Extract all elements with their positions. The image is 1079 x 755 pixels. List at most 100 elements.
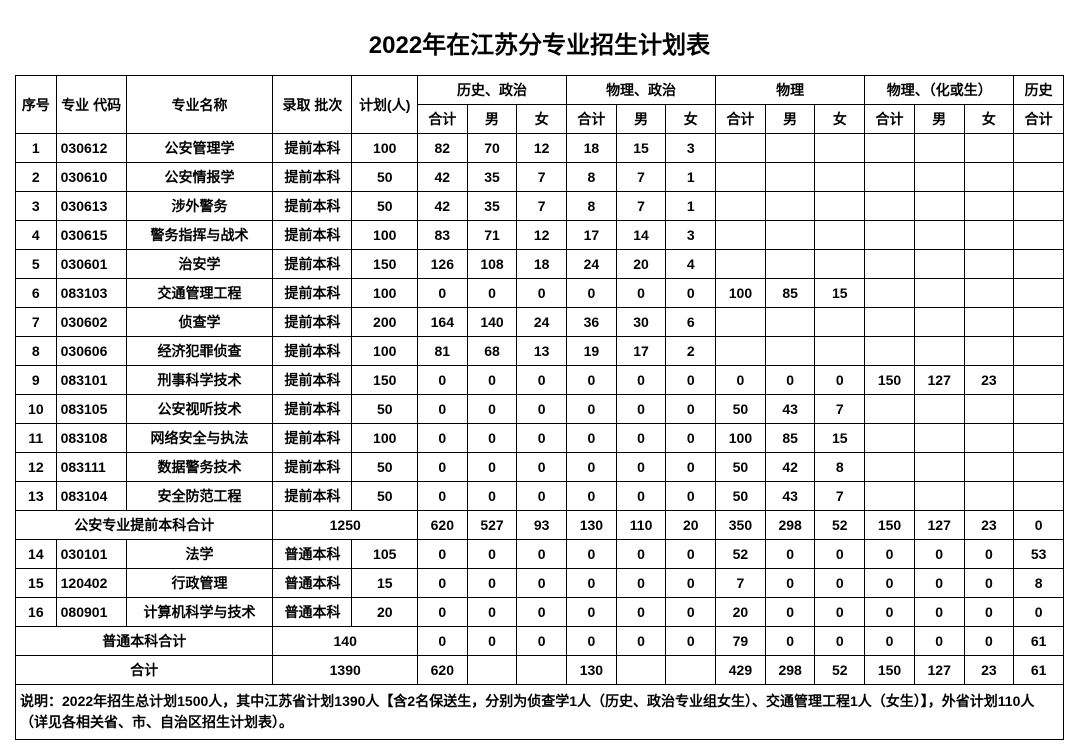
cell: 150 <box>865 366 915 395</box>
cell-plan: 100 <box>352 221 417 250</box>
table-row: 2 030610 公安情报学 提前本科 50 42357 871 <box>16 163 1064 192</box>
cell-plan: 50 <box>352 395 417 424</box>
cell-seq: 6 <box>16 279 57 308</box>
cell: 0 <box>417 453 467 482</box>
cell-name: 法学 <box>126 540 273 569</box>
table-row: 4 030615 警务指挥与战术 提前本科 100 837112 17143 <box>16 221 1064 250</box>
cell <box>1014 163 1064 192</box>
cell: 17 <box>567 221 617 250</box>
cell: 81 <box>417 337 467 366</box>
cell: 7 <box>517 163 567 192</box>
hdr-group3: 物理 <box>716 76 865 105</box>
cell <box>914 192 964 221</box>
cell <box>716 163 766 192</box>
cell-batch: 提前本科 <box>273 366 352 395</box>
cell-plan: 50 <box>352 192 417 221</box>
cell <box>865 424 915 453</box>
cell: 12 <box>517 134 567 163</box>
cell <box>914 221 964 250</box>
cell: 52 <box>815 656 865 685</box>
cell: 0 <box>666 627 716 656</box>
cell-name: 计算机科学与技术 <box>126 598 273 627</box>
cell: 0 <box>765 598 815 627</box>
cell: 0 <box>964 540 1014 569</box>
cell: 68 <box>467 337 517 366</box>
cell-batch: 普通本科 <box>273 540 352 569</box>
cell <box>865 192 915 221</box>
cell: 50 <box>716 395 766 424</box>
cell <box>865 308 915 337</box>
subtotal-plan: 1250 <box>273 511 418 540</box>
cell-batch: 提前本科 <box>273 221 352 250</box>
cell: 3 <box>666 134 716 163</box>
cell-code: 083101 <box>56 366 126 395</box>
cell-code: 030101 <box>56 540 126 569</box>
cell: 7 <box>517 192 567 221</box>
cell: 35 <box>467 163 517 192</box>
subtotal-label: 合计 <box>16 656 273 685</box>
cell-batch: 提前本科 <box>273 250 352 279</box>
cell: 83 <box>417 221 467 250</box>
cell: 140 <box>467 308 517 337</box>
cell: 4 <box>666 250 716 279</box>
cell-name: 治安学 <box>126 250 273 279</box>
cell: 0 <box>567 424 617 453</box>
cell: 7 <box>616 163 666 192</box>
cell <box>1014 395 1064 424</box>
cell: 0 <box>517 366 567 395</box>
footnote: 说明：2022年招生总计划1500人，其中江苏省计划1390人【含2名保送生，分… <box>16 685 1064 740</box>
cell-name: 交通管理工程 <box>126 279 273 308</box>
cell: 0 <box>914 598 964 627</box>
cell: 43 <box>765 395 815 424</box>
cell <box>914 424 964 453</box>
cell: 85 <box>765 279 815 308</box>
cell: 0 <box>616 395 666 424</box>
cell <box>1014 279 1064 308</box>
cell-batch: 提前本科 <box>273 337 352 366</box>
cell: 0 <box>865 569 915 598</box>
cell: 0 <box>616 627 666 656</box>
cell: 8 <box>1014 569 1064 598</box>
cell-plan: 20 <box>352 598 417 627</box>
hdr-sub: 女 <box>815 105 865 134</box>
cell <box>914 279 964 308</box>
cell: 0 <box>567 627 617 656</box>
table-row: 6 083103 交通管理工程 提前本科 100 000 000 1008515 <box>16 279 1064 308</box>
cell: 0 <box>467 366 517 395</box>
cell: 20 <box>666 511 716 540</box>
cell <box>1014 424 1064 453</box>
cell: 0 <box>417 366 467 395</box>
cell: 0 <box>467 482 517 511</box>
hdr-name: 专业名称 <box>126 76 273 134</box>
cell: 61 <box>1014 627 1064 656</box>
cell-seq: 10 <box>16 395 57 424</box>
cell: 2 <box>666 337 716 366</box>
cell <box>865 279 915 308</box>
cell <box>467 656 517 685</box>
cell <box>1014 221 1064 250</box>
cell-plan: 50 <box>352 453 417 482</box>
cell: 0 <box>567 395 617 424</box>
cell <box>716 337 766 366</box>
cell: 42 <box>765 453 815 482</box>
cell-name: 警务指挥与战术 <box>126 221 273 250</box>
cell <box>765 134 815 163</box>
hdr-sub: 女 <box>666 105 716 134</box>
hdr-sub: 合计 <box>1014 105 1064 134</box>
cell: 15 <box>815 279 865 308</box>
cell: 18 <box>567 134 617 163</box>
hdr-group4: 物理、（化或生） <box>865 76 1014 105</box>
hdr-sub: 合计 <box>417 105 467 134</box>
cell: 0 <box>666 366 716 395</box>
cell: 150 <box>865 656 915 685</box>
cell-batch: 提前本科 <box>273 424 352 453</box>
cell-name: 安全防范工程 <box>126 482 273 511</box>
cell <box>865 250 915 279</box>
cell: 52 <box>815 511 865 540</box>
cell-batch: 提前本科 <box>273 134 352 163</box>
cell: 0 <box>815 366 865 395</box>
cell: 0 <box>517 424 567 453</box>
cell-name: 公安情报学 <box>126 163 273 192</box>
cell-plan: 100 <box>352 337 417 366</box>
cell: 0 <box>914 627 964 656</box>
